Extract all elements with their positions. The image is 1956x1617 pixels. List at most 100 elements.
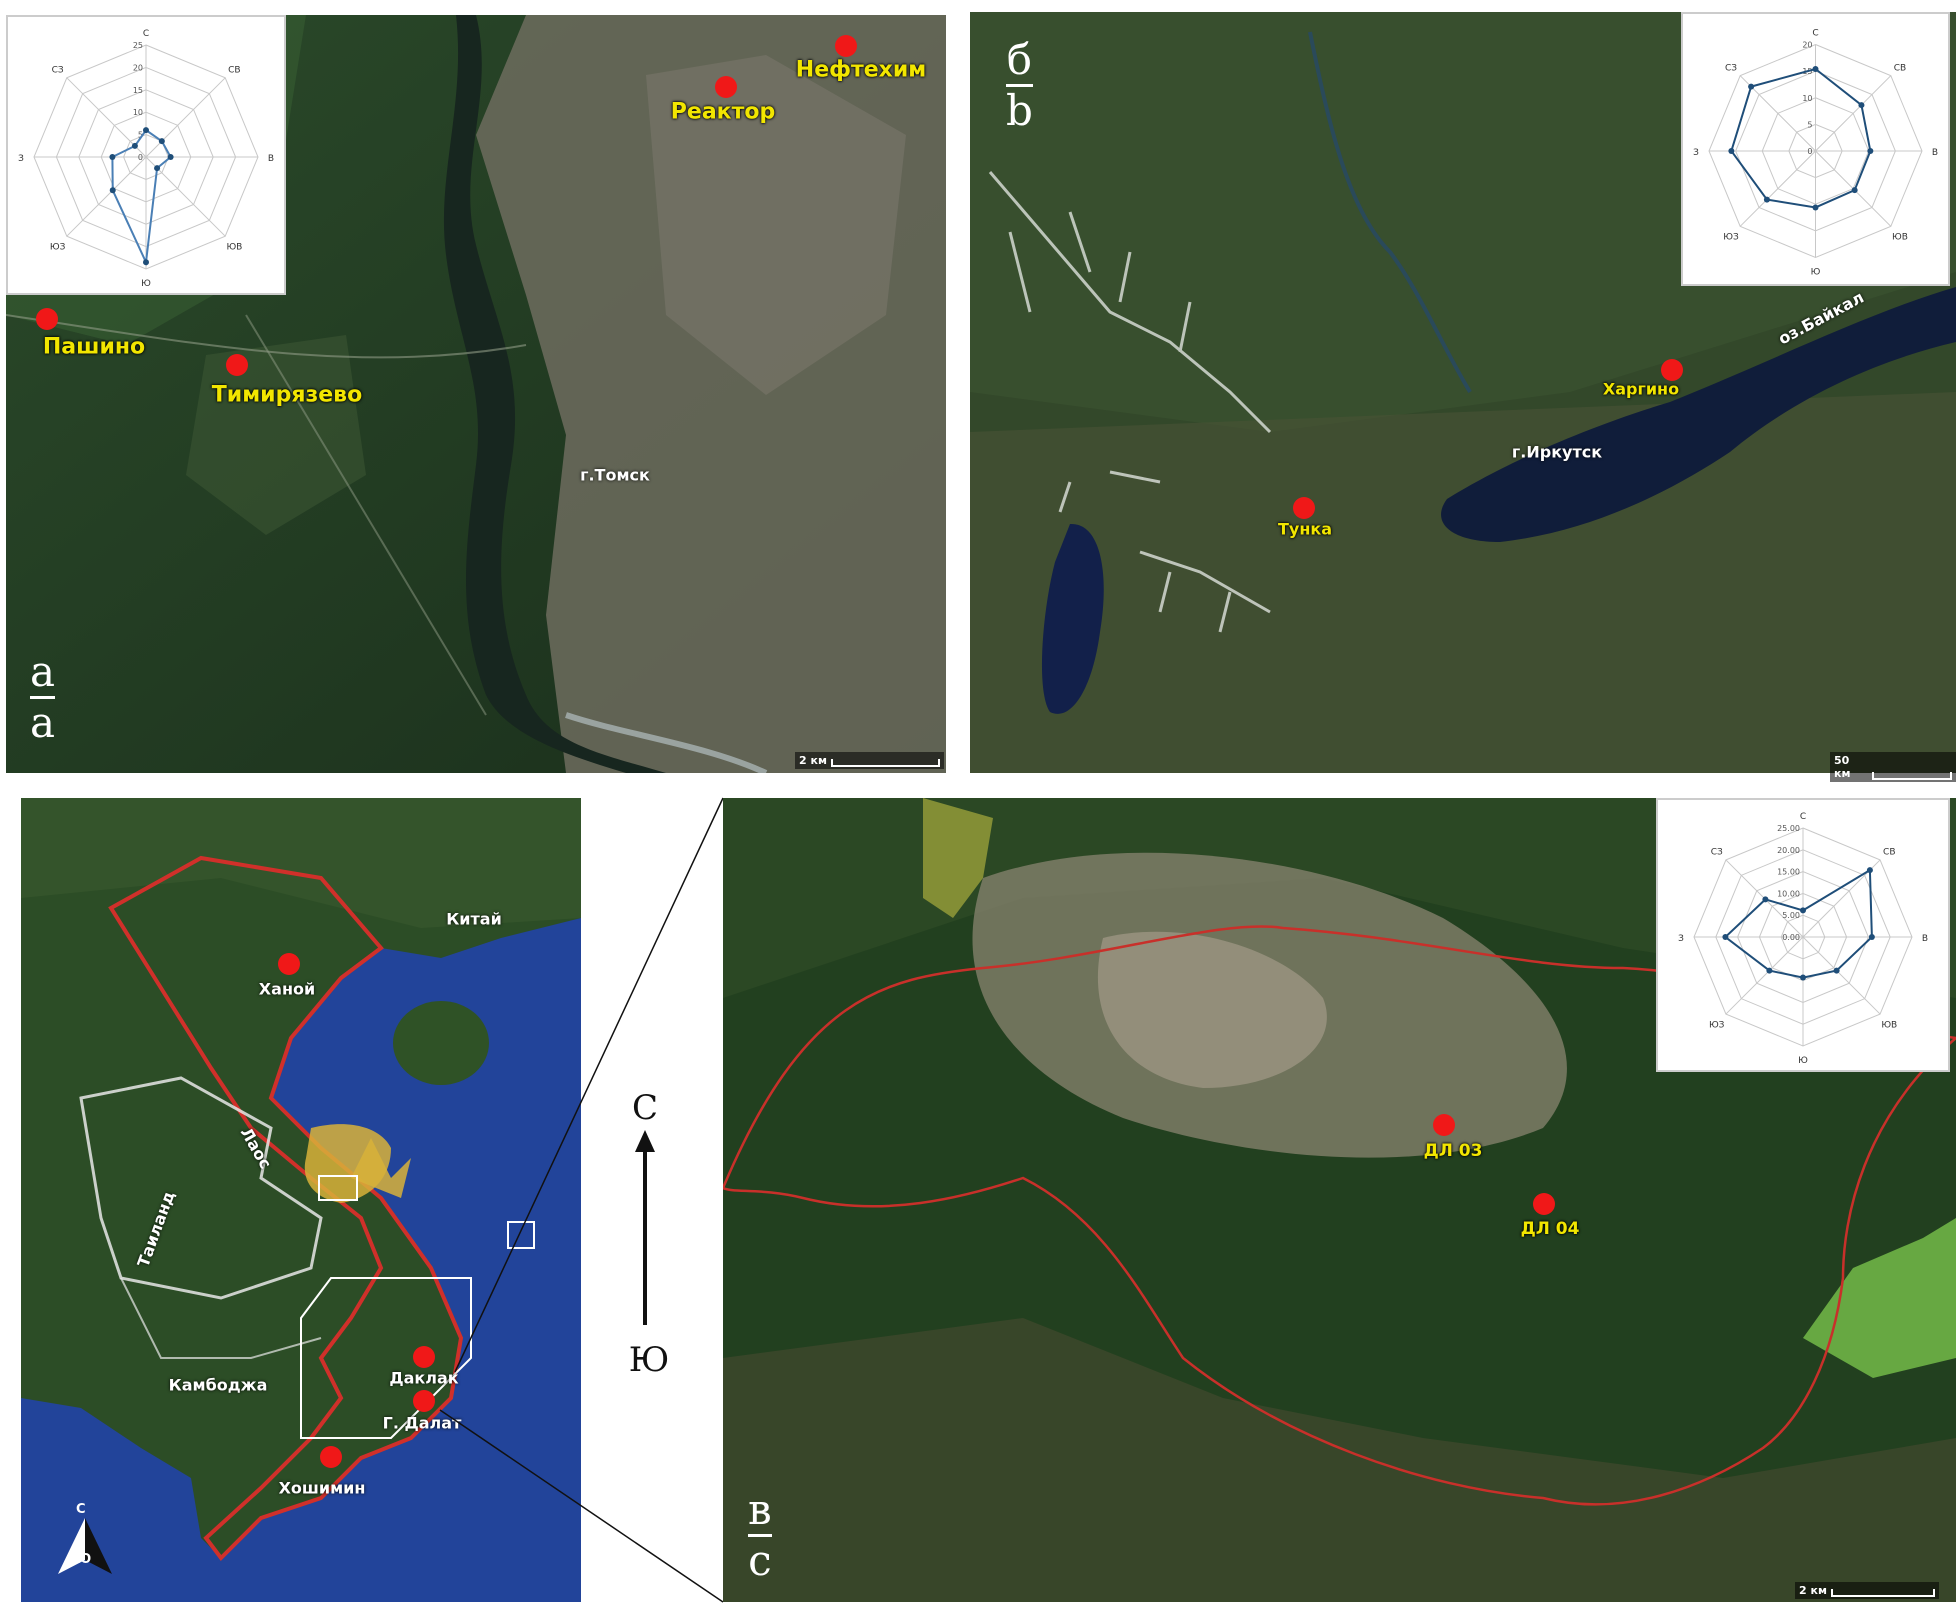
map-panel-baikal (970, 12, 1956, 773)
reservoir-east (1803, 1218, 1956, 1378)
data-point (1722, 934, 1729, 940)
tick-label: 20.00 (1777, 846, 1800, 855)
tick-label: 10 (133, 108, 143, 117)
site-marker-pashino (36, 308, 58, 330)
series-line (1730, 67, 1872, 209)
wind-rose-chart-tomsk: С СВ В ЮВ Ю ЮЗ З СЗ 0 5 10 15 20 25 (18, 29, 274, 289)
tick-label: 5.00 (1782, 911, 1800, 920)
data-point (158, 138, 165, 145)
reservoir-north (923, 798, 993, 918)
data-point (143, 259, 149, 266)
site-marker-dl03 (1433, 1114, 1455, 1136)
site-marker-hochiminh (320, 1446, 342, 1468)
tick-label: 5 (138, 131, 143, 140)
lake-khovsgol (1041, 523, 1104, 714)
site-label-tunka: Тунка (1277, 519, 1333, 539)
vietnam-border (108, 855, 464, 1562)
site-label-pashino: Пашино (42, 334, 146, 360)
wind-rose-tomsk: С СВ В ЮВ Ю ЮЗ З СЗ 0 5 10 15 20 25 (6, 15, 286, 295)
tick-label: 15.00 (1777, 868, 1800, 877)
panel-label-b-en: b (1006, 86, 1033, 135)
site-marker-tunka (1293, 497, 1315, 519)
city-label-tomsk: г.Томск (580, 465, 650, 485)
grid-spoke (66, 156, 147, 237)
direction-label: Ю (1798, 1056, 1808, 1066)
grid-spoke (1725, 936, 1804, 1015)
data-point (167, 154, 174, 160)
country-label-cambodia: Камбоджа (168, 1375, 268, 1395)
site-marker-dalat (413, 1390, 435, 1412)
north-arrow-icon (635, 1130, 655, 1325)
data-point (1812, 204, 1819, 211)
direction-label: В (1922, 934, 1928, 944)
data-point (1762, 896, 1769, 903)
tick-label: 20 (133, 63, 143, 72)
site-marker-dl04 (1533, 1193, 1555, 1215)
hainan-island (393, 1001, 489, 1085)
scale-bar-dalat: 2 км (1795, 1582, 1939, 1599)
direction-label: СВ (228, 66, 240, 76)
direction-label: Ю (141, 279, 151, 289)
direction-label: ЮВ (1881, 1020, 1897, 1030)
tick-label: 0 (1807, 147, 1812, 156)
direction-label: ЮЗ (1709, 1020, 1725, 1030)
tom-river (443, 15, 666, 773)
grid-spoke (1739, 150, 1816, 227)
panel-label-a-en: a (30, 698, 56, 747)
city-label-irkutsk: г.Иркутск (1511, 442, 1603, 462)
scale-label: 2 км (1799, 1584, 1827, 1597)
series-line (111, 128, 172, 266)
site-marker-daklak (413, 1346, 435, 1368)
tick-label: 0 (138, 153, 143, 162)
panel-label-b-ru: б (1006, 35, 1033, 84)
direction-label: ЮЗ (50, 242, 66, 252)
data-point (1800, 907, 1806, 914)
direction-label: С (1812, 29, 1818, 39)
dalat-satellite-map (723, 798, 1956, 1602)
data-point (109, 187, 116, 194)
direction-label: З (18, 154, 24, 164)
data-point (1812, 65, 1819, 72)
compass-north-label: С (76, 1502, 86, 1517)
data-point (1766, 967, 1773, 974)
data-point (1867, 148, 1874, 154)
panel-label-a-ru: а (30, 647, 56, 696)
site-marker-neftekhim (835, 35, 857, 57)
grid-spoke (145, 77, 226, 158)
panel-label-c-ru: в (748, 1485, 772, 1534)
scale-bar-tomsk: 2 км (795, 752, 944, 769)
direction-label: В (268, 154, 274, 164)
north-label: С (631, 1088, 659, 1128)
baikal-satellite-map (970, 12, 1956, 773)
data-point (1748, 83, 1755, 90)
site-label-hochiminh: Хошимин (278, 1478, 366, 1498)
scale-label: 2 км (799, 754, 827, 767)
south-label: Ю (628, 1340, 670, 1380)
site-label-khargino: Харгино (1602, 379, 1680, 399)
direction-label: ЮВ (226, 242, 242, 252)
site-marker-khargino (1661, 359, 1683, 381)
data-point (1851, 187, 1858, 194)
direction-label: В (1932, 148, 1938, 158)
data-point (1833, 967, 1840, 974)
site-label-dalat: Г. Далат (382, 1413, 462, 1433)
data-point (1763, 196, 1770, 203)
vietnam-satellite-map (21, 798, 581, 1602)
tick-label: 15 (133, 86, 143, 95)
site-label-reaktor: Реактор (670, 99, 776, 125)
tick-label: 25 (133, 41, 143, 50)
data-point (1728, 148, 1735, 154)
data-point (143, 127, 149, 134)
wind-rose-dalat: С СВ В ЮВ Ю ЮЗ З СЗ 0.00 5.00 10.00 15.00 20.00 25.00 (1656, 798, 1950, 1072)
site-label-daklak: Даклак (389, 1368, 459, 1388)
direction-label: СВ (1883, 848, 1895, 858)
site-label-dl03: ДЛ 03 (1423, 1141, 1483, 1161)
data-point (154, 165, 161, 172)
direction-label: СЗ (1725, 64, 1737, 74)
site-marker-hanoi (278, 953, 300, 975)
site-label-neftekhim: Нефтехим (795, 57, 927, 83)
